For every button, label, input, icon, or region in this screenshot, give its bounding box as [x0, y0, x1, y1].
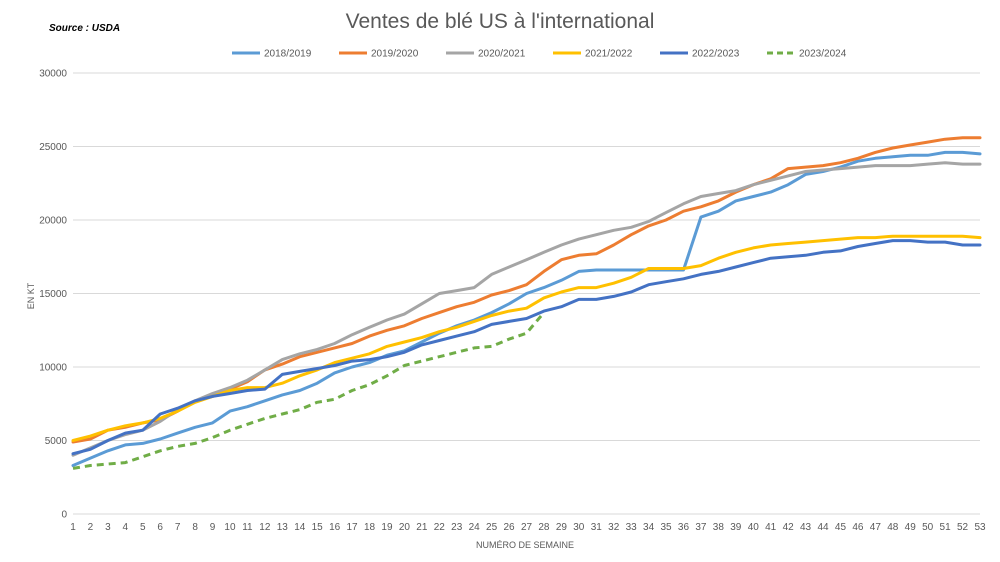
- legend-label: 2019/2020: [371, 49, 419, 60]
- x-tick-label: 29: [556, 522, 568, 533]
- legend: 2018/2019 2019/2020 2020/2021 2021/2022 2022…: [232, 49, 847, 60]
- x-tick-label: 47: [870, 522, 882, 533]
- legend-label: 2020/2021: [478, 49, 526, 60]
- x-tick-label: 13: [277, 522, 289, 533]
- x-tick-label: 17: [347, 522, 359, 533]
- x-tick-label: 24: [469, 522, 481, 533]
- x-tick-label: 41: [765, 522, 777, 533]
- x-tick-label: 39: [730, 522, 742, 533]
- x-tick-label: 8: [192, 522, 198, 533]
- x-tick-label: 46: [852, 522, 864, 533]
- x-tick-label: 5: [140, 522, 146, 533]
- x-tick-label: 25: [486, 522, 498, 533]
- x-tick-label: 30: [573, 522, 585, 533]
- x-tick-label: 11: [242, 522, 253, 533]
- x-tick-label: 28: [538, 522, 550, 533]
- legend-item: 2021/2022: [553, 49, 633, 60]
- y-tick-label: 15000: [39, 289, 67, 300]
- x-tick-label: 1: [70, 522, 76, 533]
- x-tick-label: 52: [957, 522, 969, 533]
- x-tick-label: 7: [175, 522, 181, 533]
- x-tick-label: 38: [713, 522, 725, 533]
- x-tick-label: 4: [123, 522, 129, 533]
- x-tick-label: 12: [259, 522, 271, 533]
- legend-label: 2023/2024: [799, 49, 847, 60]
- x-tick-label: 32: [608, 522, 620, 533]
- gridlines: [73, 72, 980, 515]
- series-line-2023-2024: [72, 311, 546, 470]
- x-tick-label: 9: [210, 522, 216, 533]
- legend-item: 2022/2023: [660, 49, 740, 60]
- x-tick-label: 3: [105, 522, 111, 533]
- x-tick-label: 43: [800, 522, 812, 533]
- x-tick-label: 20: [399, 522, 411, 533]
- x-tick-label: 37: [695, 522, 707, 533]
- x-tick-label: 26: [503, 522, 515, 533]
- x-tick-label: 35: [660, 522, 672, 533]
- x-tick-label: 10: [224, 522, 236, 533]
- x-tick-label: 36: [678, 522, 690, 533]
- y-tick-label: 10000: [39, 363, 67, 374]
- x-tick-label: 44: [817, 522, 829, 533]
- x-tick-label: 51: [940, 522, 952, 533]
- legend-label: 2022/2023: [692, 49, 740, 60]
- x-tick-label: 50: [922, 522, 934, 533]
- x-tick-label: 49: [905, 522, 917, 533]
- legend-item: 2023/2024: [767, 49, 847, 60]
- legend-label: 2018/2019: [264, 49, 312, 60]
- chart-title: Ventes de blé US à l'international: [346, 10, 655, 33]
- y-tick-label: 20000: [39, 216, 67, 227]
- y-tick-label: 5000: [45, 436, 68, 447]
- y-axis: 0 5000 10000 15000 20000 25000 30000: [39, 69, 67, 521]
- x-axis-label: NUMÉRO DE SEMAINE: [476, 540, 574, 550]
- x-tick-label: 27: [521, 522, 533, 533]
- x-tick-label: 15: [312, 522, 324, 533]
- series-lines: [71, 136, 982, 470]
- y-tick-label: 25000: [39, 142, 67, 153]
- x-tick-label: 16: [329, 522, 341, 533]
- source-note: Source : USDA: [49, 23, 120, 34]
- legend-item: 2019/2020: [339, 49, 419, 60]
- x-tick-label: 22: [434, 522, 446, 533]
- series-line-2022-2023: [71, 239, 982, 456]
- legend-item: 2018/2019: [232, 49, 312, 60]
- legend-label: 2021/2022: [585, 49, 633, 60]
- x-tick-label: 48: [887, 522, 899, 533]
- x-tick-label: 19: [381, 522, 393, 533]
- x-tick-label: 23: [451, 522, 463, 533]
- y-tick-label: 0: [61, 510, 67, 521]
- x-axis: 1 2 3 4 5 6 7 8 9 10 11 12 13 14 15 16 17 18 19 20 21 22 23 24 2…: [70, 522, 986, 533]
- x-tick-label: 2: [88, 522, 94, 533]
- x-tick-label: 53: [974, 522, 986, 533]
- x-tick-label: 6: [157, 522, 163, 533]
- x-tick-label: 45: [835, 522, 847, 533]
- x-tick-label: 14: [294, 522, 306, 533]
- x-tick-label: 18: [364, 522, 376, 533]
- series-line-2021-2022: [71, 234, 982, 442]
- y-tick-label: 30000: [39, 69, 67, 80]
- x-tick-label: 34: [643, 522, 655, 533]
- x-tick-label: 31: [591, 522, 603, 533]
- x-tick-label: 21: [416, 522, 428, 533]
- legend-item: 2020/2021: [446, 49, 526, 60]
- y-axis-label: EN KT: [26, 282, 36, 309]
- x-tick-label: 33: [626, 522, 638, 533]
- series-line-2020-2021: [71, 161, 982, 457]
- x-tick-label: 42: [783, 522, 795, 533]
- x-tick-label: 40: [748, 522, 760, 533]
